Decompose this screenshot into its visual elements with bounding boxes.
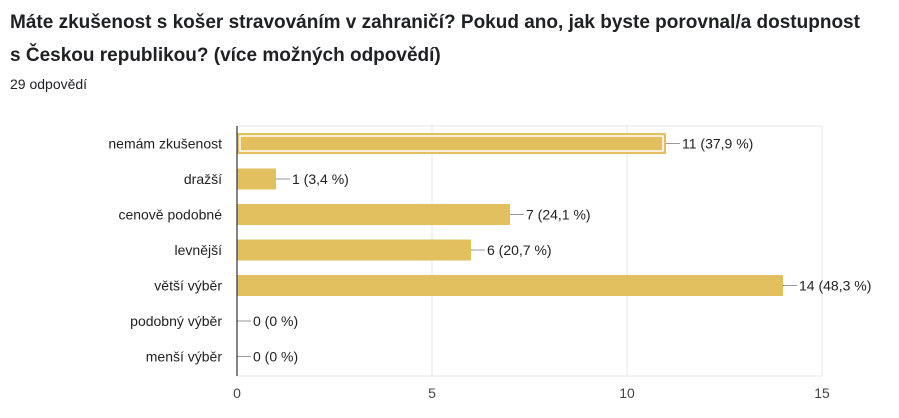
- category-label: levnější: [175, 242, 223, 258]
- category-label: nemám zkušenost: [108, 136, 222, 152]
- data-label: 14 (48,3 %): [799, 278, 871, 294]
- bar: [237, 168, 276, 190]
- bar: [237, 239, 471, 261]
- bar: [237, 275, 783, 296]
- category-label: větší výběr: [154, 278, 222, 294]
- bar-highlight: [239, 135, 664, 152]
- category-label: podobný výběr: [130, 313, 222, 329]
- question-title: Máte zkušenost s košer stravováním v zah…: [10, 12, 860, 66]
- category-label: dražší: [184, 171, 222, 187]
- data-label: 1 (3,4 %): [292, 171, 349, 187]
- x-tick-label: 5: [428, 385, 436, 401]
- data-label: 0 (0 %): [253, 313, 298, 329]
- x-tick-label: 15: [814, 385, 830, 401]
- category-label: menší výběr: [146, 349, 223, 365]
- x-tick-label: 0: [233, 385, 241, 401]
- response-count: 29 odpovědí: [10, 76, 88, 92]
- x-tick-label: 10: [619, 385, 635, 401]
- axis: 0 5 10 15: [233, 126, 830, 401]
- bar: [237, 204, 510, 225]
- data-label: 0 (0 %): [253, 349, 298, 365]
- category-label: cenově podobné: [118, 207, 222, 223]
- data-label: 7 (24,1 %): [526, 207, 591, 223]
- bar: [237, 133, 666, 154]
- data-label: 11 (37,9 %): [682, 136, 753, 152]
- bars: nemám zkušenost 11 (37,9 %) dražší 1 (3,4 %…: [108, 133, 871, 365]
- data-label: 6 (20,7 %): [487, 242, 552, 258]
